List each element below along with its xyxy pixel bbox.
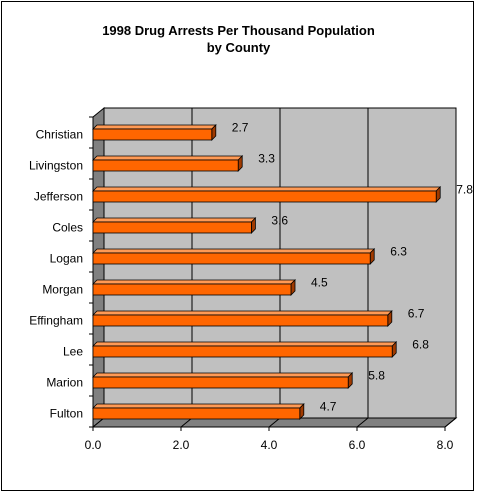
category-label: Jefferson bbox=[34, 190, 83, 204]
chart-title-line1: 1998 Drug Arrests Per Thousand Populatio… bbox=[102, 23, 375, 38]
x-tick-label: 2.0 bbox=[173, 438, 190, 452]
x-tick-label: 4.0 bbox=[261, 438, 278, 452]
category-label: Morgan bbox=[42, 283, 83, 297]
bar-lee bbox=[92, 345, 393, 358]
category-label: Coles bbox=[52, 221, 83, 235]
chart-title: 1998 Drug Arrests Per Thousand Populatio… bbox=[0, 22, 477, 56]
category-label: Marion bbox=[46, 376, 83, 390]
bar-livingston bbox=[92, 159, 239, 172]
bar-logan bbox=[92, 252, 371, 265]
value-label: 7.8 bbox=[456, 183, 473, 197]
x-tick-label: 6.0 bbox=[349, 438, 366, 452]
category-label: Logan bbox=[50, 252, 83, 266]
bar-jefferson bbox=[92, 190, 437, 203]
category-label: Livingston bbox=[29, 159, 83, 173]
value-label: 5.8 bbox=[368, 369, 385, 383]
bar-coles bbox=[92, 221, 252, 234]
value-label: 3.3 bbox=[258, 152, 275, 166]
category-label: Lee bbox=[63, 345, 83, 359]
chart-title-line2: by County bbox=[206, 40, 271, 55]
value-label: 4.5 bbox=[311, 276, 328, 290]
category-label: Effingham bbox=[29, 314, 83, 328]
floor-gridline bbox=[356, 417, 369, 428]
floor-gridline bbox=[444, 417, 457, 428]
bar-effingham bbox=[92, 314, 389, 327]
bar-top-livingston bbox=[92, 155, 244, 161]
bar-top-logan bbox=[92, 248, 376, 254]
bar-top-effingham bbox=[92, 310, 393, 316]
value-label: 2.7 bbox=[232, 121, 249, 135]
floor-gridline bbox=[180, 417, 193, 428]
floor-gridline bbox=[268, 417, 281, 428]
value-label: 6.7 bbox=[408, 307, 425, 321]
x-tick-label: 0.0 bbox=[85, 438, 102, 452]
value-label: 4.7 bbox=[320, 400, 337, 414]
bar-top-morgan bbox=[92, 279, 296, 285]
category-label: Fulton bbox=[50, 407, 83, 421]
bar-top-jefferson bbox=[92, 186, 442, 192]
bar-morgan bbox=[92, 283, 292, 296]
bar-top-coles bbox=[92, 217, 257, 223]
value-label: 6.3 bbox=[390, 245, 407, 259]
bar-top-lee bbox=[92, 341, 398, 347]
x-tick-label: 8.0 bbox=[437, 438, 454, 452]
bar-christian bbox=[92, 128, 213, 141]
bar-top-christian bbox=[92, 124, 217, 130]
bar-top-marion bbox=[92, 372, 354, 378]
value-label: 3.6 bbox=[271, 214, 288, 228]
bar-top-fulton bbox=[92, 403, 305, 409]
category-label: Christian bbox=[36, 128, 83, 142]
bar-fulton bbox=[92, 407, 301, 420]
value-label: 6.8 bbox=[412, 338, 429, 352]
bar-marion bbox=[92, 376, 349, 389]
